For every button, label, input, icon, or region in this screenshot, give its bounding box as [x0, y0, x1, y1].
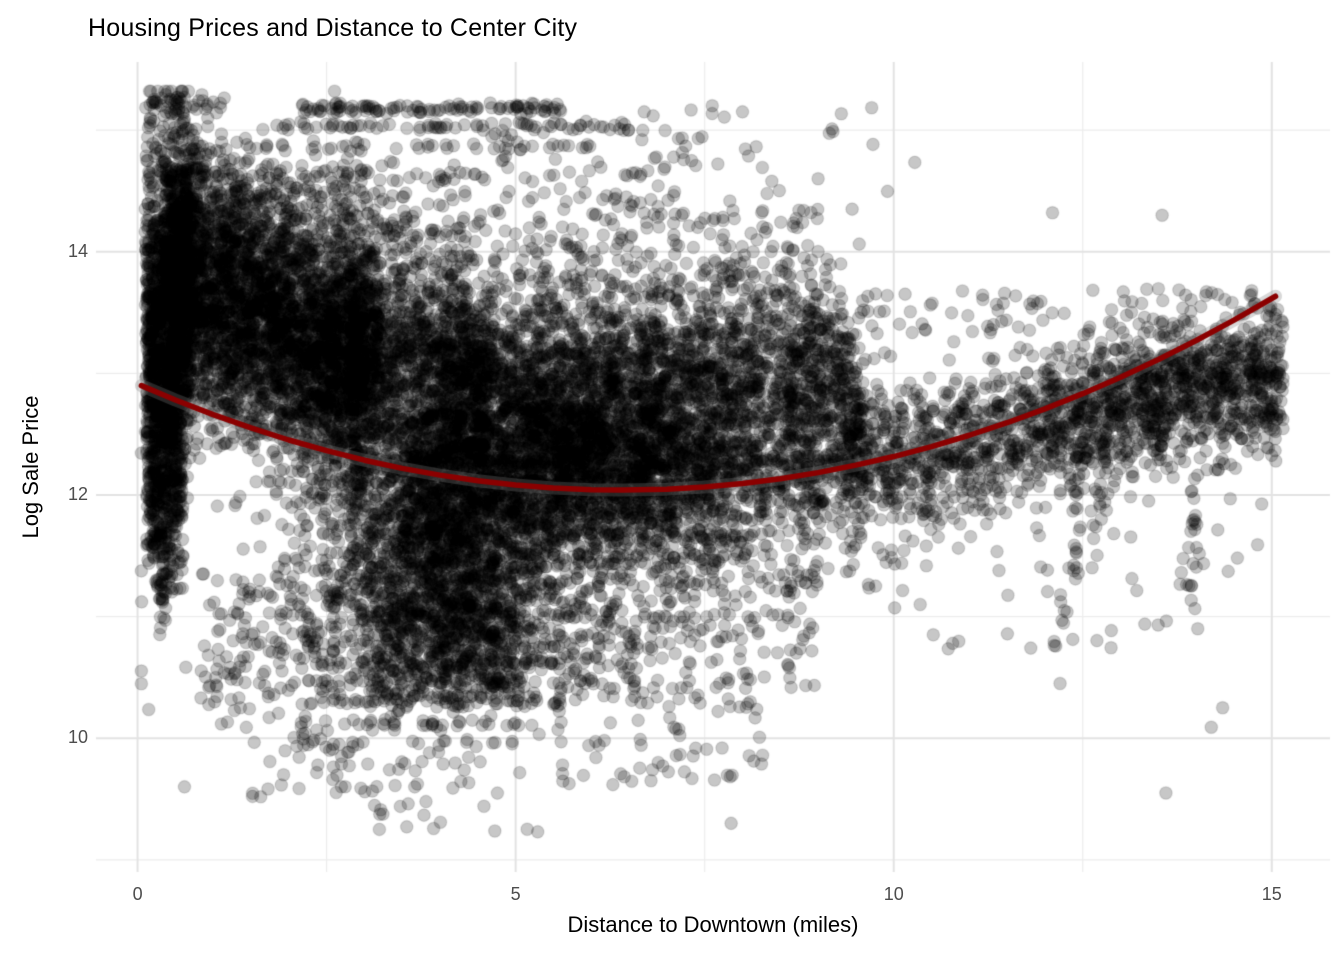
x-tick-label: 10	[883, 884, 904, 904]
chart-title: Housing Prices and Distance to Center Ci…	[88, 14, 578, 42]
x-tick-label: 15	[1261, 884, 1282, 904]
x-axis-title: Distance to Downtown (miles)	[567, 912, 859, 937]
y-axis-title: Log Sale Price	[18, 395, 43, 539]
x-tick-label: 5	[510, 884, 521, 904]
y-tick-label: 10	[67, 727, 88, 748]
y-tick-label: 12	[67, 483, 88, 504]
x-tick-label: 0	[132, 884, 143, 904]
y-tick-label: 14	[67, 240, 88, 261]
